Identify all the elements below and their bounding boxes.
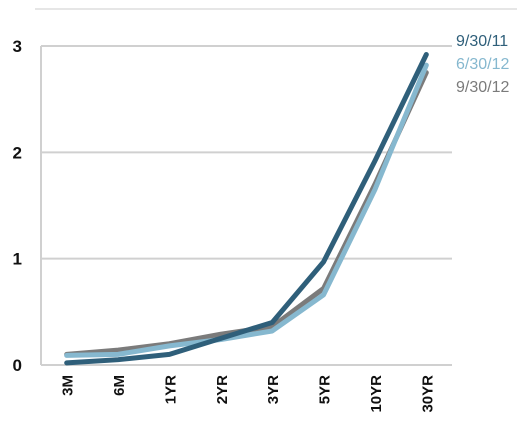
- x-tick-label: 3YR: [265, 375, 282, 404]
- legend: 9/30/11 6/30/12 9/30/12: [456, 33, 509, 96]
- x-tick-label: 6M: [111, 375, 128, 396]
- gridlines: [41, 45, 452, 366]
- legend-item-1: 6/30/12: [456, 56, 509, 73]
- legend-item-2: 9/30/12: [456, 79, 509, 96]
- x-tick-labels: 3M 6M 1YR 2YR 3YR 5YR 10YR 30YR: [60, 375, 437, 413]
- x-tick-label: 30YR: [419, 375, 436, 413]
- y-tick-label: 2: [13, 143, 22, 162]
- y-tick-label: 0: [13, 356, 22, 375]
- series-line-2: [64, 70, 429, 357]
- x-tick-label: 3M: [60, 375, 77, 396]
- series-line-0: [64, 52, 429, 366]
- x-tick-label: 1YR: [162, 375, 179, 404]
- series-lines: [64, 52, 429, 366]
- y-tick-label: 1: [13, 250, 22, 269]
- y-tick-label: 3: [13, 37, 22, 56]
- series-line-1: [64, 62, 429, 358]
- x-tick-label: 5YR: [317, 375, 334, 404]
- legend-item-0: 9/30/11: [456, 33, 508, 50]
- x-tick-label: 2YR: [214, 375, 231, 404]
- y-tick-labels: 0 1 2 3: [13, 37, 22, 375]
- x-tick-label: 10YR: [368, 375, 385, 413]
